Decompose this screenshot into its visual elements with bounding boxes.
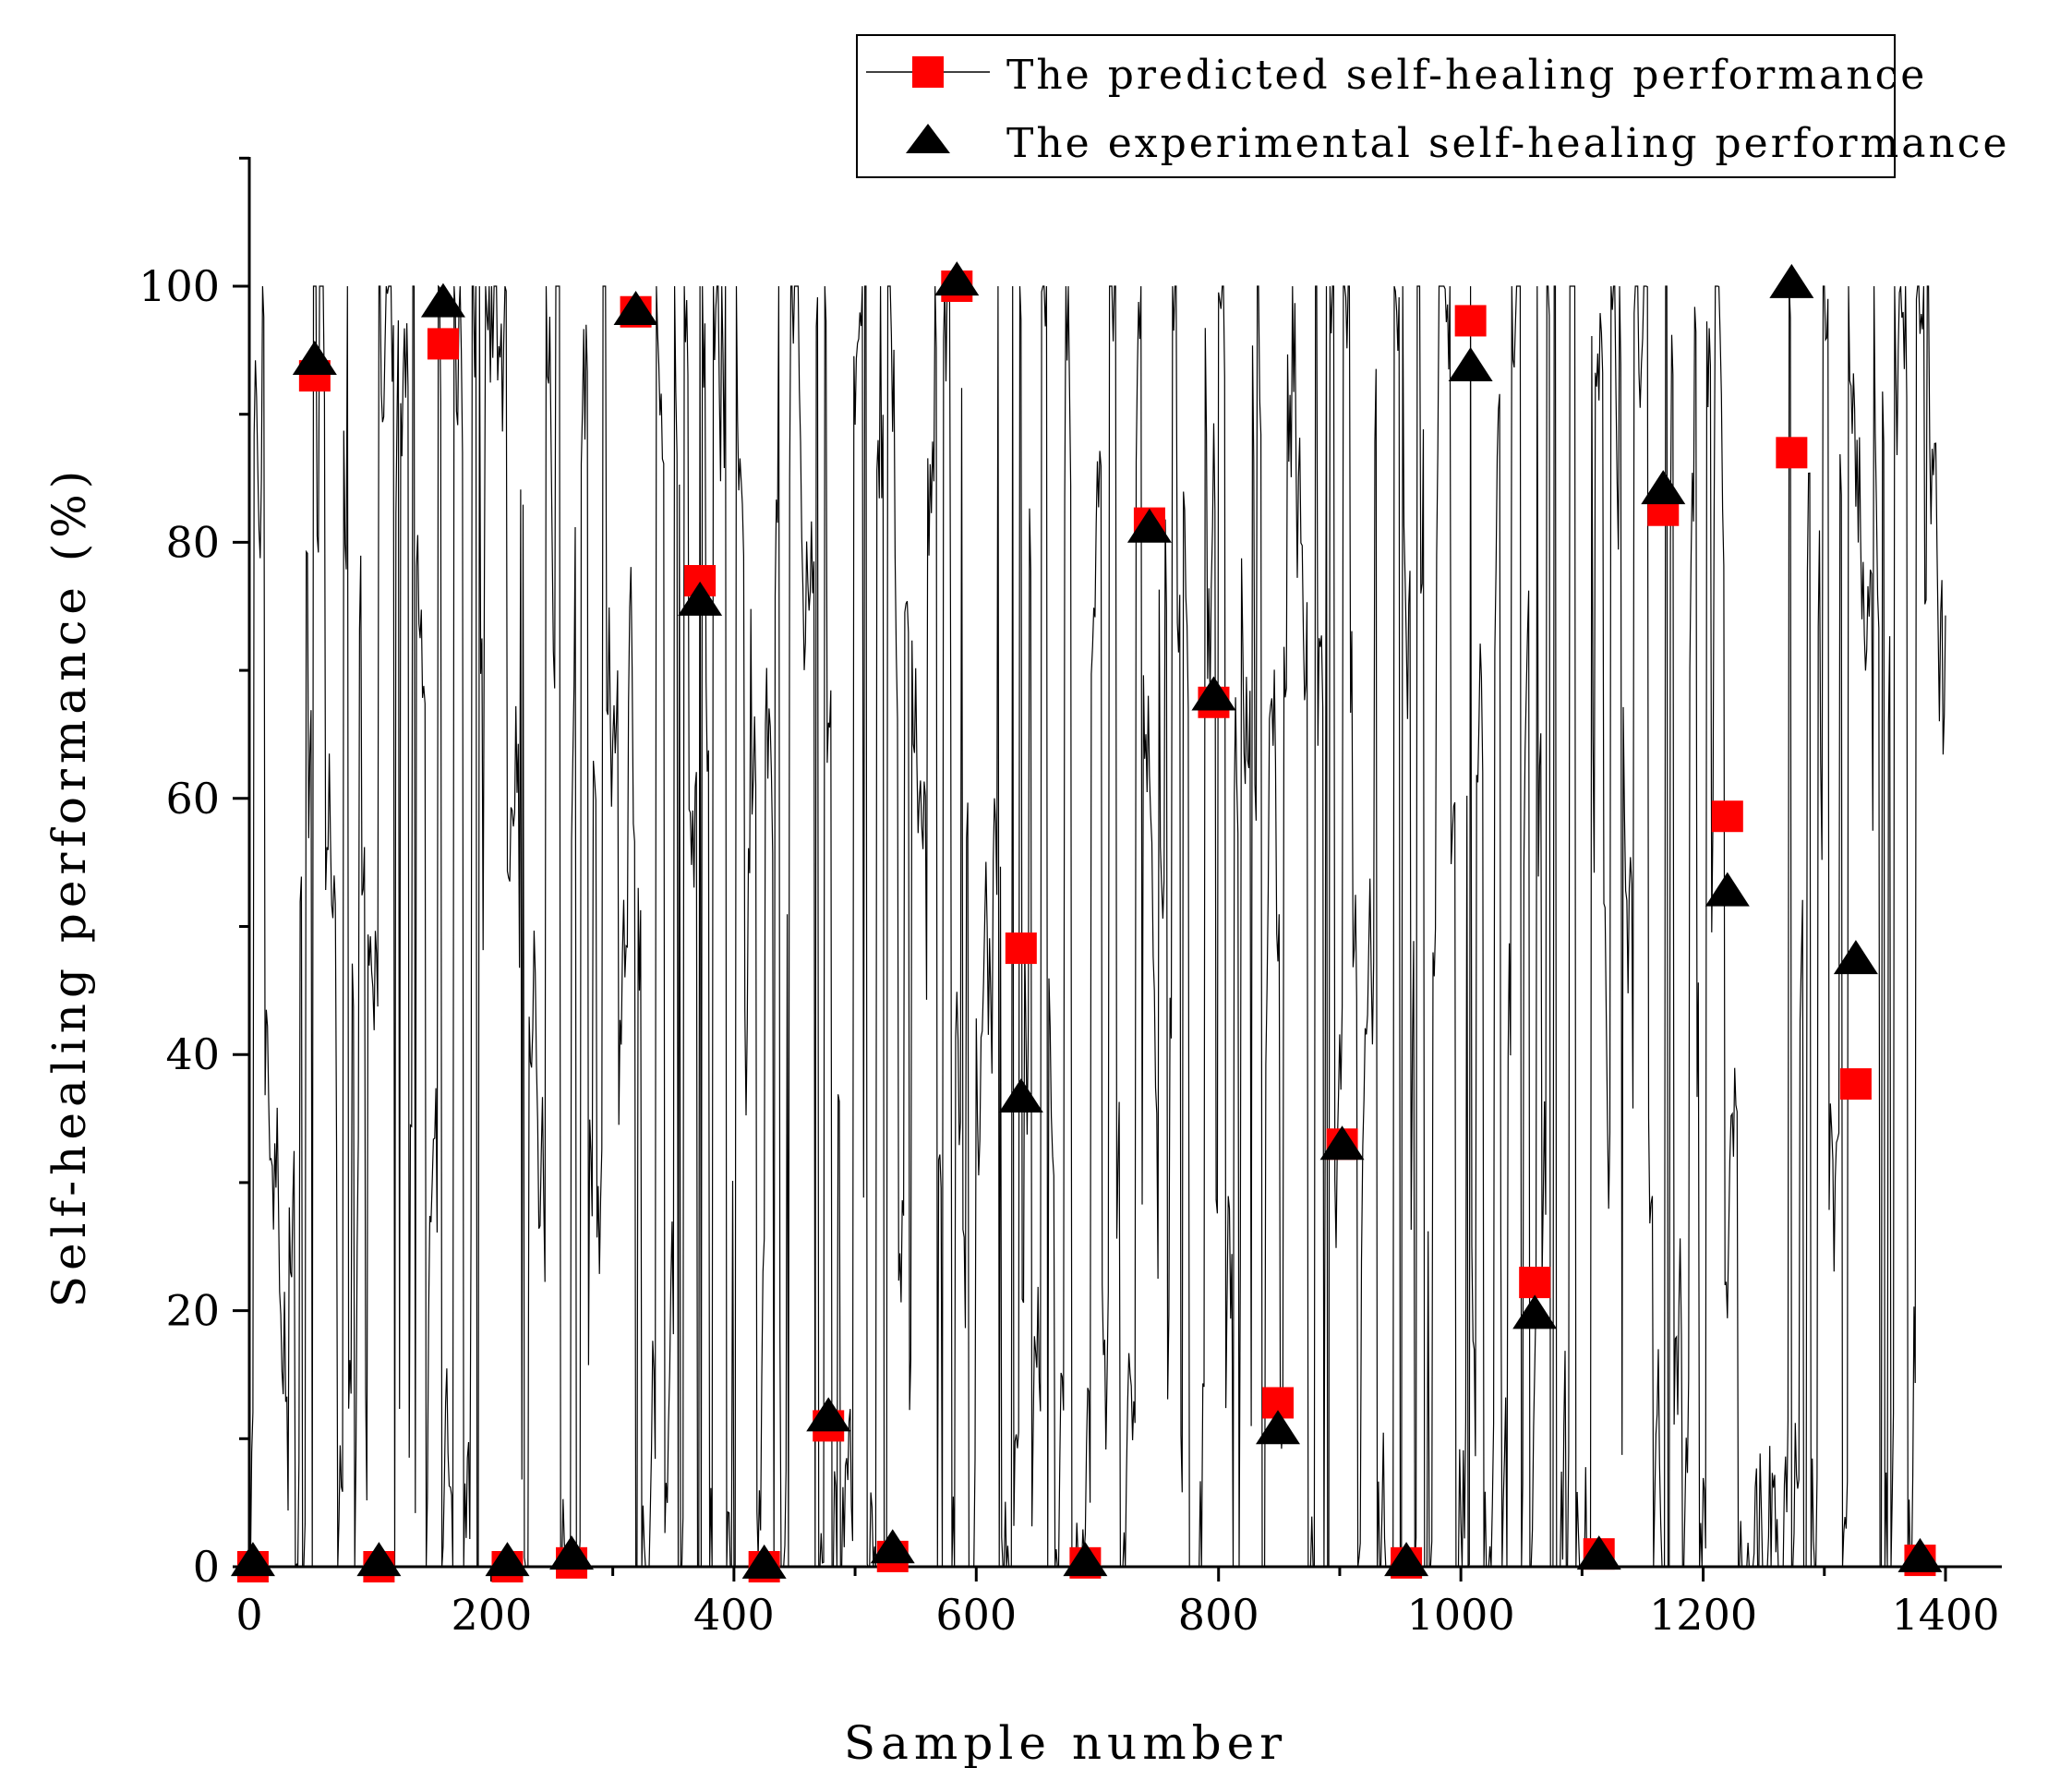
x-tick-label: 800: [1178, 1590, 1259, 1640]
experimental-point: [230, 1542, 275, 1577]
experimental-point: [1384, 1542, 1429, 1577]
legend-label-experimental: The experimental self-healing performanc…: [1006, 120, 2010, 167]
x-axis-title: Sample number: [844, 1716, 1287, 1768]
y-axis-title: Self-healing performance (%): [42, 465, 96, 1308]
predicted-point: [427, 328, 459, 360]
x-tick-label: 1000: [1407, 1590, 1515, 1640]
y-tick-label: 40: [165, 1029, 220, 1079]
y-tick-label: 0: [193, 1542, 220, 1592]
experimental-point: [1256, 1410, 1301, 1445]
predicted-point: [1454, 305, 1487, 337]
experimental-point: [806, 1397, 851, 1432]
x-tick-label: 0: [235, 1590, 262, 1640]
legend-square-marker: [912, 56, 944, 88]
predicted-point: [1519, 1267, 1551, 1299]
y-tick-label: 80: [165, 517, 220, 567]
x-axis-ticks: 0 200 400 600 800 1000 1200 1400: [235, 1567, 2000, 1640]
experimental-point: [1897, 1537, 1943, 1572]
experimental-point: [485, 1542, 530, 1577]
x-tick-label: 1400: [1891, 1590, 1999, 1640]
y-tick-label: 60: [165, 774, 220, 824]
predicted-point: [1711, 800, 1743, 833]
x-tick-label: 1200: [1649, 1590, 1757, 1640]
experimental-markers: [230, 261, 1943, 1579]
legend-box: [856, 34, 1896, 178]
experimental-point: [1448, 346, 1493, 381]
y-tick-label: 100: [139, 261, 220, 311]
y-axis-ticks: 0 20 40 60 80 100: [139, 156, 249, 1592]
experimental-point: [1512, 1294, 1558, 1329]
experimental-point: [1126, 508, 1172, 543]
experimental-point: [1705, 872, 1750, 907]
experimental-point: [741, 1544, 787, 1579]
experimental-point: [549, 1535, 595, 1570]
x-tick-label: 600: [935, 1590, 1017, 1640]
experimental-point: [356, 1542, 402, 1577]
predicted-markers: [236, 271, 1936, 1582]
experimental-point: [1319, 1125, 1365, 1161]
legend-label-predicted: The predicted self-healing performance: [1006, 52, 1927, 99]
predicted-point: [1839, 1068, 1872, 1100]
predicted-point: [1005, 932, 1037, 965]
legend-triangle-marker: [906, 124, 950, 153]
experimental-point: [1833, 940, 1878, 975]
experimental-point: [870, 1529, 915, 1564]
experimental-point: [420, 283, 465, 318]
experimental-point: [292, 341, 337, 376]
experimental-point: [1063, 1542, 1108, 1577]
experimental-point: [1191, 676, 1236, 711]
experimental-point: [998, 1077, 1043, 1113]
legend: The predicted self-healing performance T…: [856, 34, 2010, 178]
predicted-point: [1776, 437, 1808, 469]
experimental-point: [934, 261, 980, 296]
sample-trace-polyline: [249, 284, 1946, 1568]
y-tick-label: 20: [165, 1286, 220, 1336]
axes: [247, 157, 2002, 1569]
experimental-point: [1769, 263, 1814, 298]
experimental-point: [1576, 1535, 1621, 1570]
experimental-point: [1641, 470, 1686, 505]
x-tick-label: 400: [693, 1590, 775, 1640]
experimental-point: [678, 581, 723, 616]
experimental-point: [613, 290, 658, 325]
x-tick-label: 200: [452, 1590, 533, 1640]
sample-trace-line: [249, 284, 1946, 1568]
